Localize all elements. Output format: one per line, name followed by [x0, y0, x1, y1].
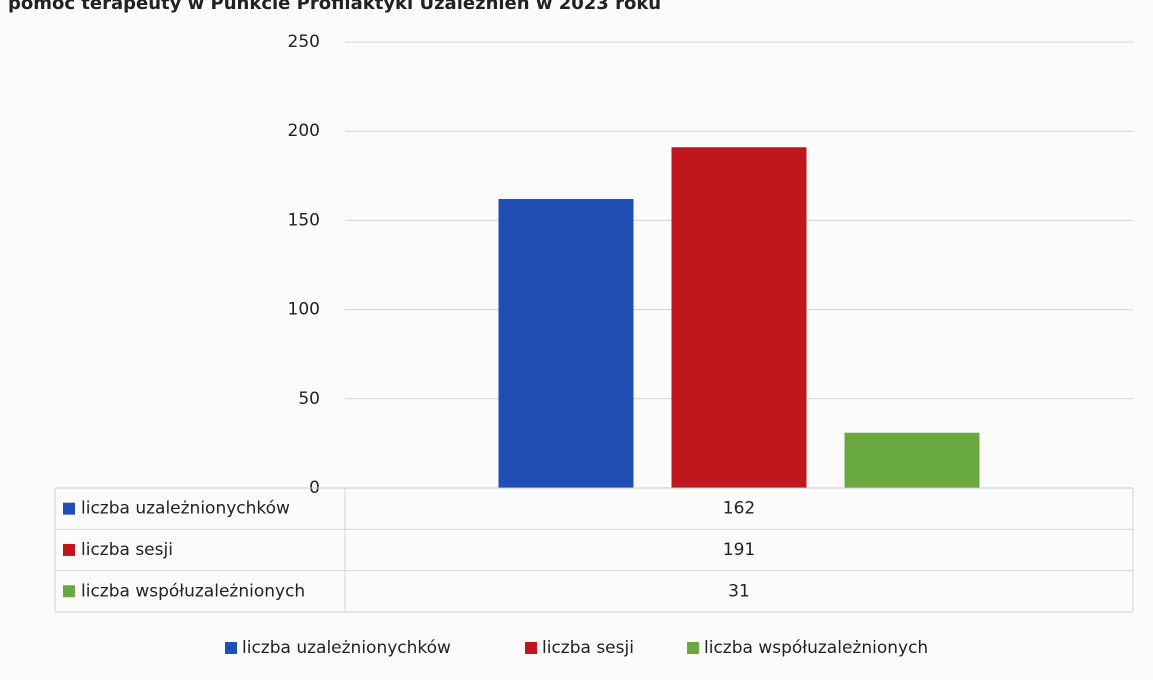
- chart-title: pomoc terapeuty w Punkcie Profilaktyki U…: [8, 0, 661, 14]
- table-value: 191: [723, 540, 755, 560]
- legend-label: liczba uzależnionychków: [242, 638, 451, 658]
- legend-key: [63, 502, 75, 515]
- y-tick-label: 100: [288, 300, 320, 320]
- legend-key: [225, 642, 237, 654]
- legend-key: [63, 585, 75, 598]
- legend-key: [687, 642, 699, 654]
- table-value: 162: [723, 499, 755, 519]
- bar: [671, 147, 807, 489]
- legend-label: liczba współuzależnionych: [704, 638, 928, 658]
- table-series-name: liczba współuzależnionych: [81, 581, 305, 601]
- table-value: 31: [728, 581, 750, 601]
- y-tick-label: 250: [288, 32, 320, 52]
- legend-key: [63, 543, 75, 556]
- bar: [844, 432, 980, 488]
- y-tick-label: 50: [298, 389, 320, 409]
- legend-key: [525, 642, 537, 654]
- legend-label: liczba sesji: [542, 638, 634, 658]
- y-tick-label: 150: [288, 210, 320, 230]
- bar: [498, 198, 634, 488]
- table-series-name: liczba sesji: [81, 540, 173, 560]
- table-series-name: liczba uzależnionychków: [81, 499, 290, 519]
- y-tick-label: 200: [288, 121, 320, 141]
